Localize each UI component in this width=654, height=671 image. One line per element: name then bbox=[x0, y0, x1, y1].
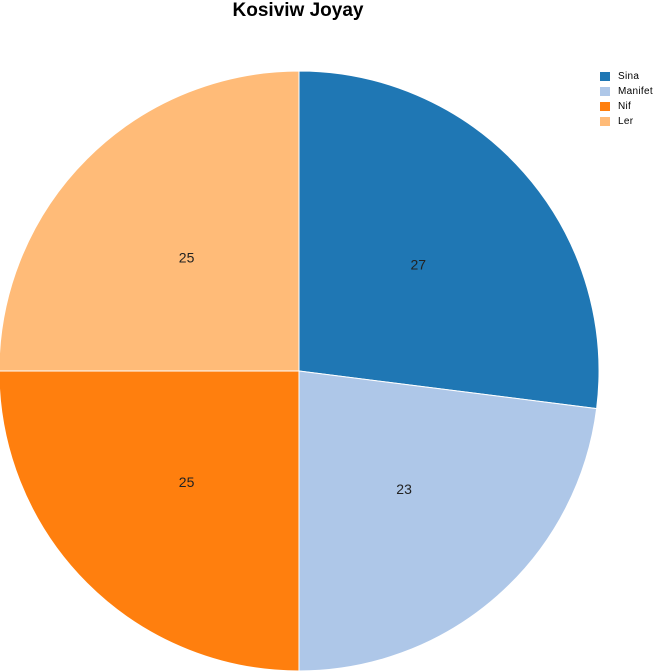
pie-labels: 27 23 25 25 bbox=[179, 249, 426, 497]
legend-swatch bbox=[600, 87, 610, 96]
legend-label: Manifet bbox=[618, 86, 653, 97]
legend-item-nif: Nif bbox=[600, 99, 653, 114]
slice-value-label-nif: 25 bbox=[179, 474, 195, 490]
slice-value-label-ler: 25 bbox=[179, 249, 195, 265]
legend-item-ler: Ler bbox=[600, 114, 653, 129]
legend-label: Sina bbox=[618, 71, 640, 82]
legend-label: Nif bbox=[618, 101, 632, 112]
pie-slice-manifet bbox=[298, 370, 598, 671]
legend-label: Ler bbox=[618, 116, 634, 127]
pie-slice-nif bbox=[0, 370, 300, 671]
slice-value-label-manifet: 23 bbox=[396, 481, 412, 497]
pie-slice-sina bbox=[298, 70, 600, 410]
legend-swatch bbox=[600, 102, 610, 111]
legend-item-manifet: Manifet bbox=[600, 84, 653, 99]
legend-swatch bbox=[600, 72, 610, 81]
legend-item-sina: Sina bbox=[600, 69, 653, 84]
chart-title: Kosiviw Joyay bbox=[232, 0, 364, 21]
legend: Sina Manifet Nif Ler bbox=[600, 69, 653, 129]
pie-slice-ler bbox=[0, 70, 300, 372]
slice-value-label-sina: 27 bbox=[411, 257, 427, 273]
pie-slices bbox=[0, 70, 600, 671]
legend-swatch bbox=[600, 117, 610, 126]
